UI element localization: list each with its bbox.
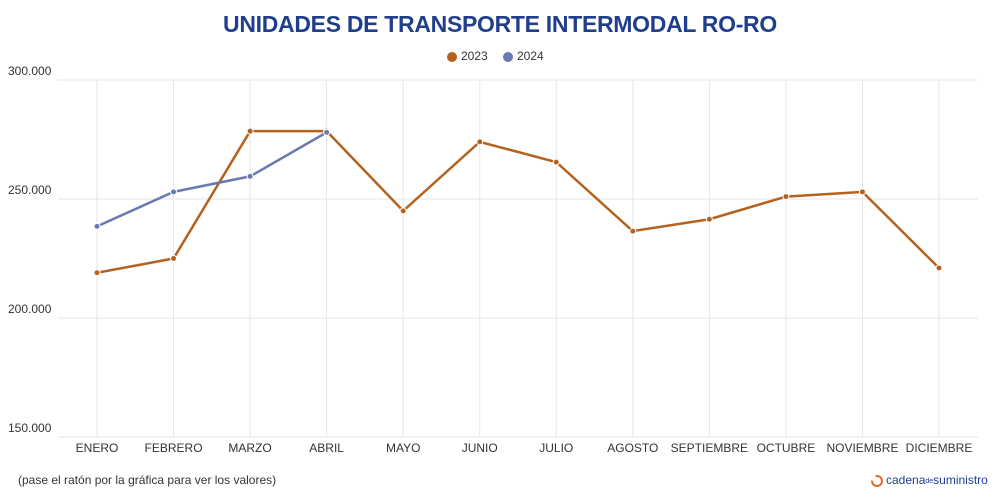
x-tick-label: ENERO xyxy=(76,441,119,455)
data-point xyxy=(476,138,484,146)
x-tick-label: JULIO xyxy=(539,441,573,455)
series-line xyxy=(96,129,940,275)
footnote: (pase el ratón por la gráfica para ver l… xyxy=(18,473,276,487)
brand: cadenadesuministro xyxy=(871,473,988,487)
data-point xyxy=(246,127,254,135)
brand-small: de xyxy=(925,478,933,485)
data-point xyxy=(323,128,331,136)
data-point xyxy=(170,255,178,262)
x-tick-label: ABRIL xyxy=(309,441,344,455)
x-tick-label: SEPTIEMBRE xyxy=(671,441,748,455)
x-tick-label: MAYO xyxy=(386,441,420,455)
x-tick-label: AGOSTO xyxy=(607,441,658,455)
chart-title: UNIDADES DE TRANSPORTE INTERMODAL RO-RO xyxy=(223,11,777,37)
legend-marker xyxy=(503,52,513,62)
brand-name: cadena xyxy=(886,473,926,487)
data-point xyxy=(170,188,178,196)
data-point xyxy=(552,158,560,166)
y-tick-label: 250.000 xyxy=(8,183,52,197)
x-tick-label: JUNIO xyxy=(462,441,498,455)
brand-icon xyxy=(871,475,883,487)
x-tick-label: NOVIEMBRE xyxy=(826,441,898,455)
series-line xyxy=(96,131,328,228)
x-tick-label: DICIEMBRE xyxy=(906,441,973,455)
data-point xyxy=(93,269,101,277)
data-point xyxy=(246,172,254,180)
x-tick-label: FEBRERO xyxy=(145,441,203,455)
x-tick-label: MARZO xyxy=(228,441,271,455)
x-tick-label: OCTUBRE xyxy=(757,441,816,455)
y-tick-label: 150.000 xyxy=(8,421,52,435)
data-point xyxy=(782,193,790,201)
brand-text: cadenadesuministro xyxy=(886,473,988,487)
brand-rest: suministro xyxy=(933,473,988,487)
data-point xyxy=(935,264,943,272)
data-point xyxy=(93,222,101,230)
legend-label: 2024 xyxy=(517,49,544,63)
legend-label: 2023 xyxy=(461,49,488,63)
data-point xyxy=(629,227,637,235)
legend-marker xyxy=(447,52,457,62)
y-tick-label: 300.000 xyxy=(8,64,52,78)
data-point xyxy=(705,215,713,223)
y-tick-label: 200.000 xyxy=(8,302,52,316)
data-point xyxy=(858,188,866,196)
data-point xyxy=(399,207,407,215)
